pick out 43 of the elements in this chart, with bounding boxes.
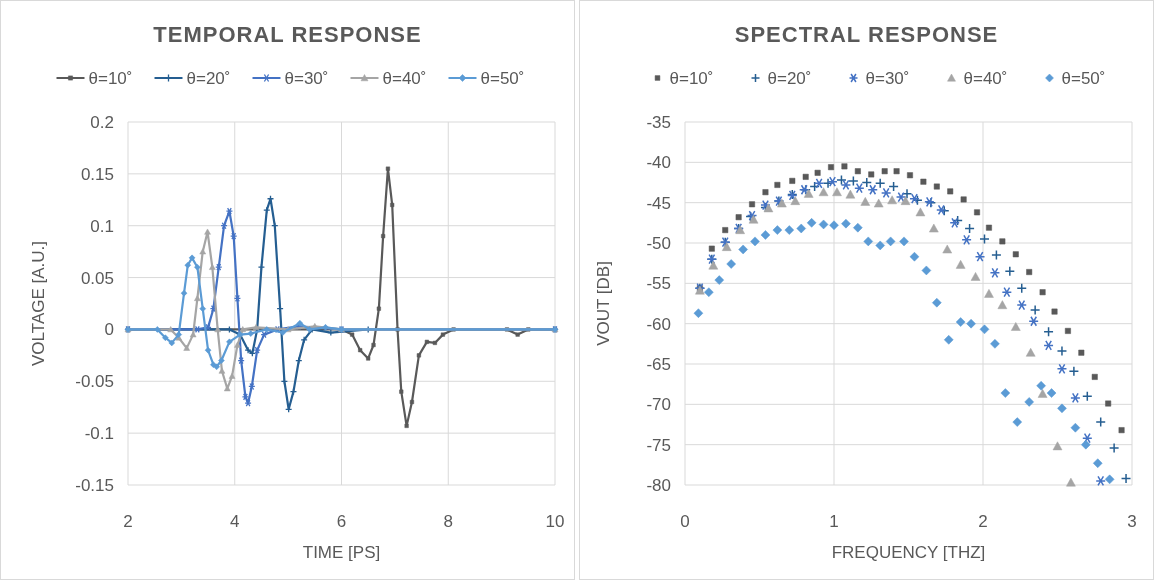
legend-label: θ=20˚ — [186, 68, 231, 88]
legend-label: θ=40˚ — [963, 68, 1008, 88]
legend-label: θ=20˚ — [767, 68, 812, 88]
legend-label: θ=10˚ — [88, 68, 133, 88]
legend-label: θ=50˚ — [480, 68, 525, 88]
y-tick-label: 0.05 — [80, 268, 114, 288]
y-tick-label: -0.15 — [75, 475, 114, 495]
x-tick-label: 6 — [336, 512, 347, 531]
y-tick-label: -70 — [646, 395, 671, 415]
x-tick-label: 0 — [680, 512, 690, 531]
legend-label: θ=40˚ — [382, 68, 427, 88]
y-tick-label: 0.2 — [90, 112, 114, 132]
chart-title: TEMPORAL RESPONSE — [153, 22, 422, 47]
y-tick-label: 0.15 — [80, 164, 114, 184]
y-tick-label: -55 — [646, 274, 671, 294]
y-tick-label: -80 — [646, 475, 671, 495]
y-tick-label: -65 — [646, 354, 671, 374]
y-tick-label: 0 — [104, 320, 114, 340]
legend-label: θ=50˚ — [1061, 68, 1106, 88]
y-tick-label: -45 — [646, 193, 671, 213]
y-tick-label: 0.1 — [90, 216, 114, 236]
legend-label: θ=10˚ — [669, 68, 714, 88]
y-tick-label: -0.05 — [75, 372, 114, 392]
x-tick-label: 8 — [443, 512, 453, 531]
x-tick-label: 10 — [545, 512, 565, 531]
chart-title: SPECTRAL RESPONSE — [734, 22, 999, 47]
y-tick-label: -50 — [646, 233, 671, 253]
legend-label: θ=30˚ — [865, 68, 910, 88]
legend-label: θ=30˚ — [284, 68, 329, 88]
x-axis-title: FREQUENCY [THZ] — [831, 543, 986, 562]
y-tick-label: -60 — [646, 314, 671, 334]
x-tick-label: 1 — [829, 512, 839, 531]
x-axis-title: TIME [PS] — [302, 543, 381, 562]
y-tick-label: -40 — [646, 153, 671, 173]
x-tick-label: 3 — [1127, 512, 1137, 531]
x-tick-label: 2 — [978, 512, 988, 531]
x-tick-label: 2 — [123, 512, 133, 531]
y-axis-title: VOLTAGE [A.U.] — [29, 240, 48, 367]
y-tick-label: -0.1 — [84, 424, 114, 444]
y-tick-label: -75 — [646, 435, 671, 455]
x-tick-label: 4 — [230, 512, 240, 531]
y-tick-label: -35 — [646, 112, 671, 132]
y-axis-title: VOUT [DB] — [594, 261, 613, 346]
